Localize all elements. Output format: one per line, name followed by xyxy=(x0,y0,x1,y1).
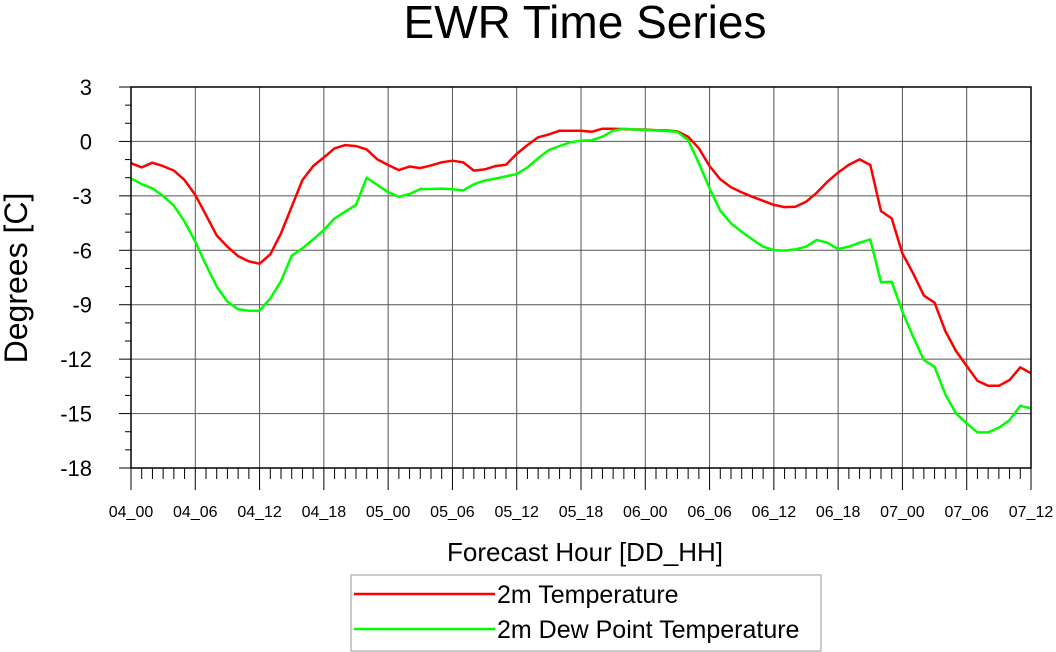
chart-title: EWR Time Series xyxy=(404,0,767,48)
y-axis-label: Degrees [C] xyxy=(0,193,34,364)
y-tick-label: -15 xyxy=(60,402,92,427)
x-tick-label: 06_18 xyxy=(816,504,861,521)
x-tick-label: 05_12 xyxy=(494,504,539,521)
legend-label-dewpoint: 2m Dew Point Temperature xyxy=(497,616,799,644)
legend: 2m Temperature 2m Dew Point Temperature xyxy=(350,574,822,652)
x-tick-label: 04_18 xyxy=(302,504,347,521)
grid-lines xyxy=(130,86,1032,469)
legend-label-temperature: 2m Temperature xyxy=(497,581,679,609)
y-tick-label: -6 xyxy=(72,238,92,263)
y-tick-label: -18 xyxy=(60,456,92,481)
y-tick-label: 0 xyxy=(80,129,92,154)
x-tick-label: 06_12 xyxy=(752,504,797,521)
x-tick-label: 06_00 xyxy=(623,504,668,521)
legend-box xyxy=(350,574,822,652)
x-tick-label: 06_06 xyxy=(687,504,732,521)
x-tick-label: 04_12 xyxy=(237,504,282,521)
x-tick-label: 07_06 xyxy=(944,504,989,521)
x-tick-label: 04_00 xyxy=(109,504,154,521)
x-tick-labels: 04_00 04_06 04_12 04_18 05_00 05_06 05_12 05_18… xyxy=(109,504,1054,521)
y-tick-label: 3 xyxy=(80,75,92,100)
x-tick-label: 07_00 xyxy=(880,504,925,521)
x-axis-label: Forecast Hour [DD_HH] xyxy=(447,537,723,567)
x-tick-label: 05_06 xyxy=(430,504,475,521)
x-tick-label: 07_12 xyxy=(1009,504,1054,521)
y-tick-label: -12 xyxy=(60,347,92,372)
x-tick-label: 05_18 xyxy=(559,504,604,521)
series-line-temperature xyxy=(130,127,1032,388)
axis-ticks xyxy=(119,86,1032,490)
series-lines xyxy=(130,127,1032,434)
series-line-dewpoint xyxy=(130,127,1032,434)
y-tick-label: -9 xyxy=(72,293,92,318)
y-tick-labels: 3 0 -3 -6 -9 -12 -15 -18 xyxy=(60,75,92,481)
y-tick-label: -3 xyxy=(72,184,92,209)
x-tick-label: 05_00 xyxy=(366,504,411,521)
x-tick-label: 04_06 xyxy=(173,504,218,521)
plot-frame xyxy=(130,86,1032,469)
